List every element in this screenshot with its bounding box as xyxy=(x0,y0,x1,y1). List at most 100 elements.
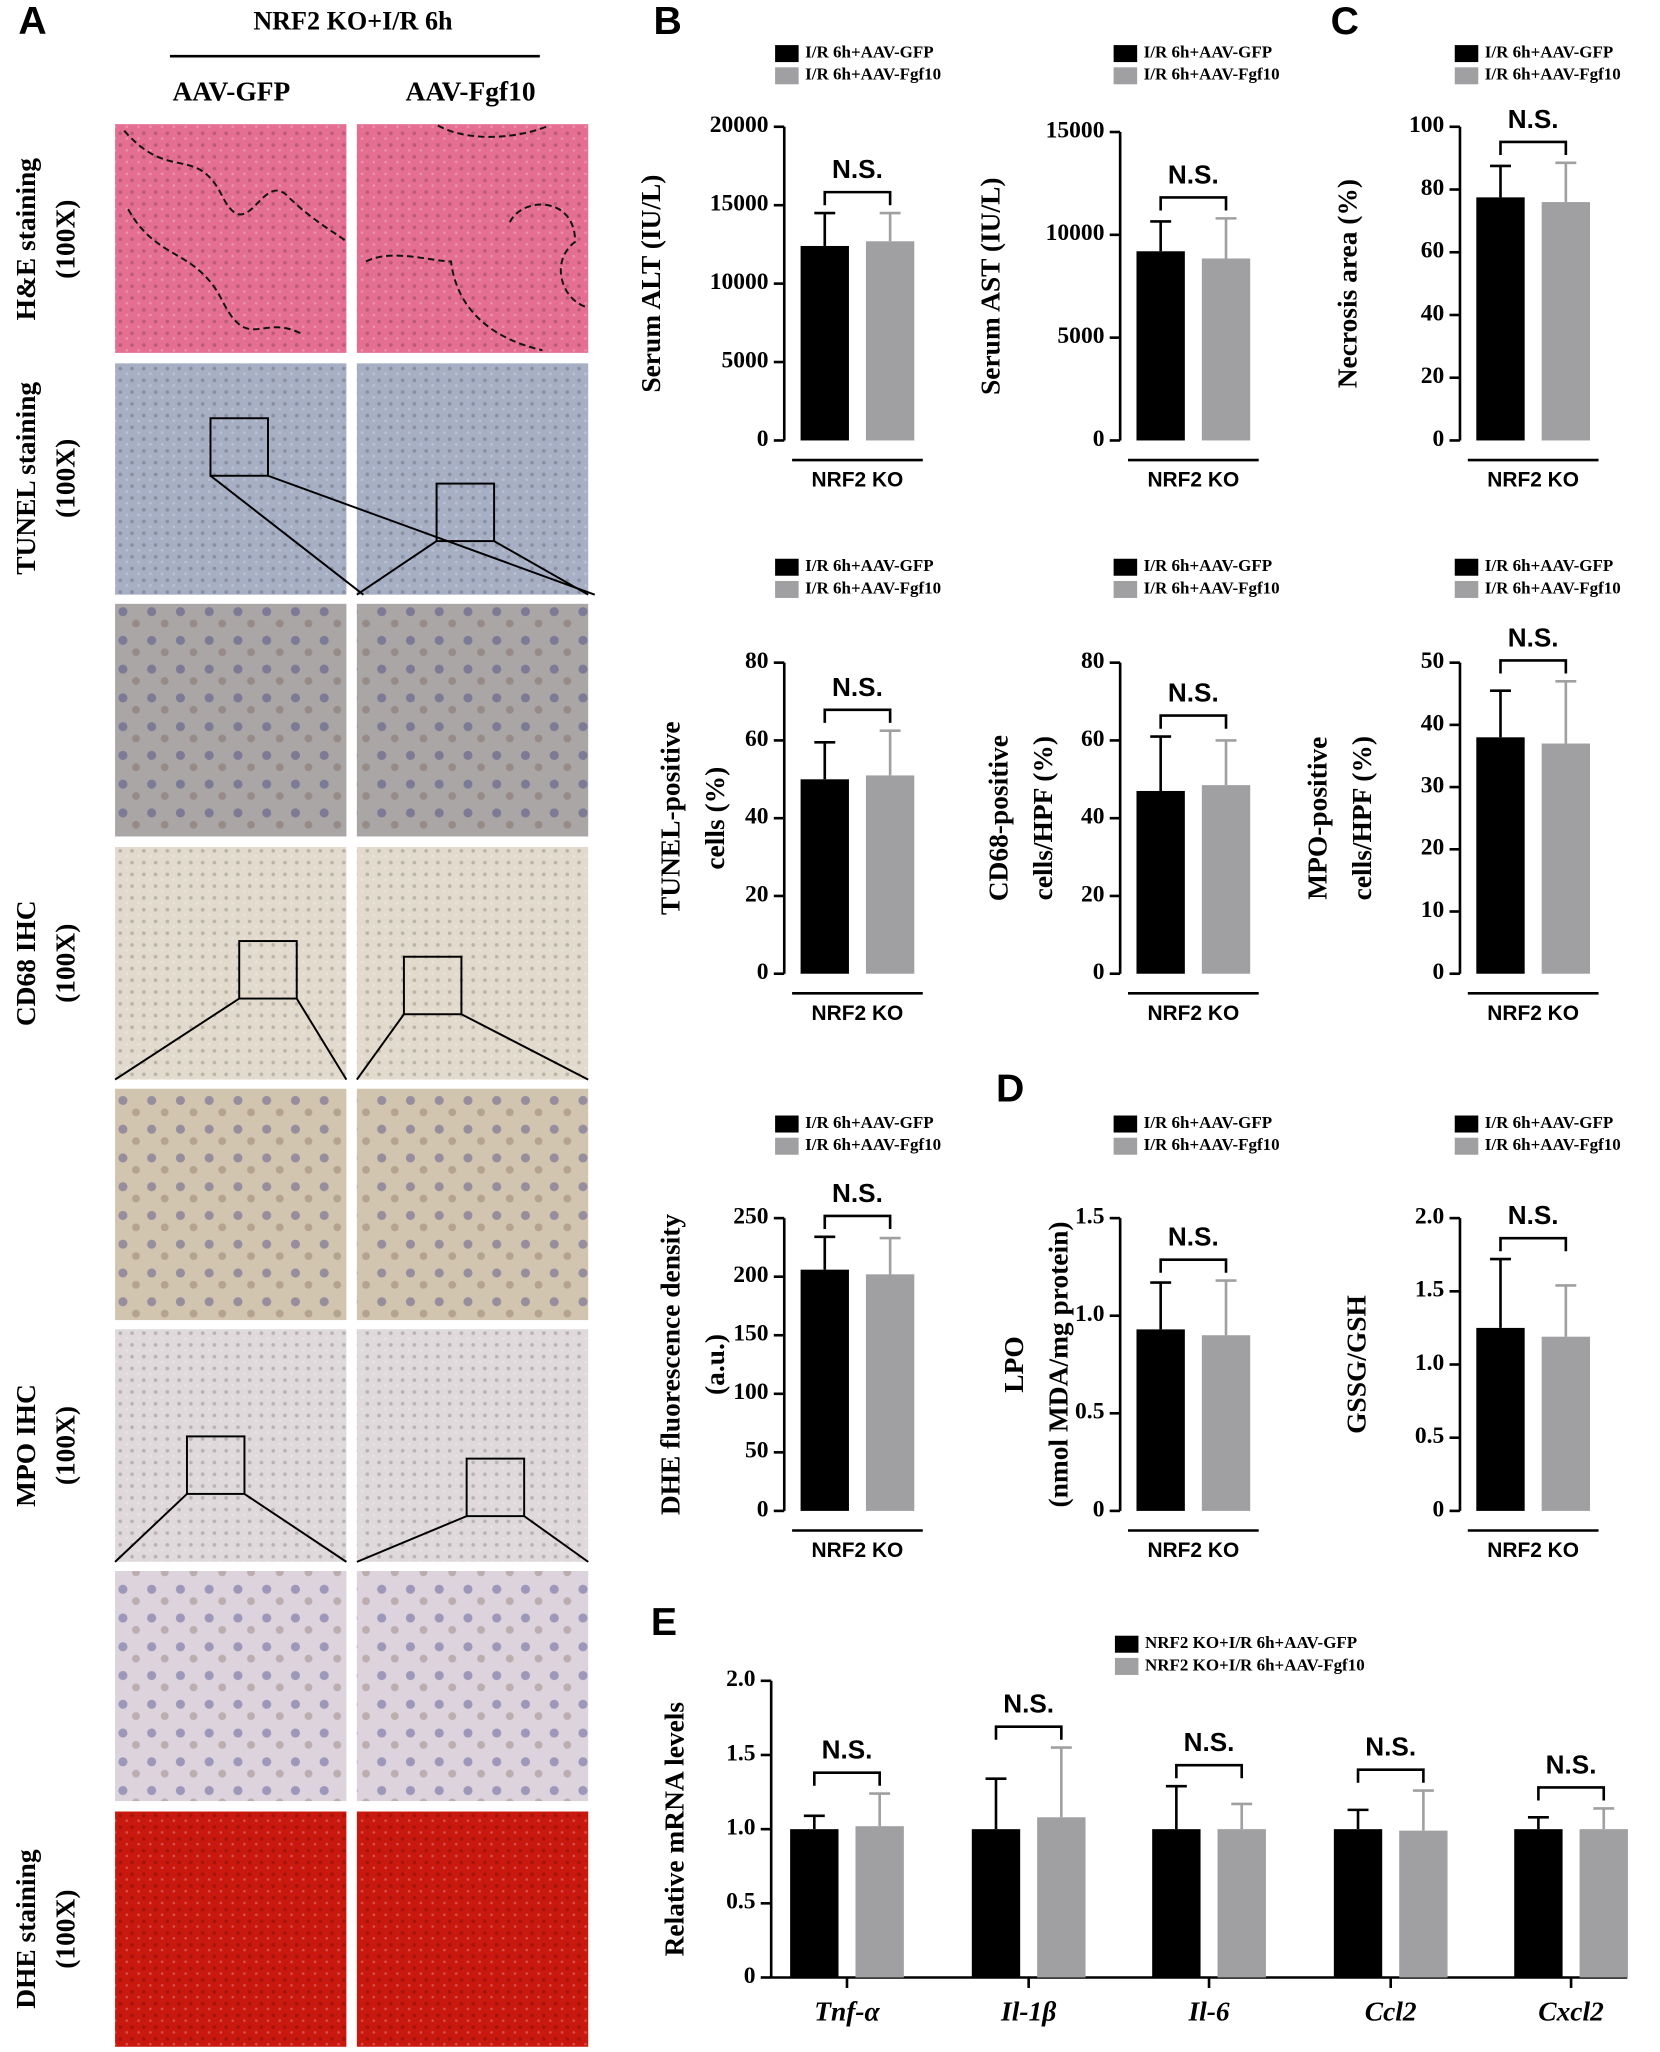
y-tick-label: 0 xyxy=(1433,959,1445,985)
error-bar xyxy=(814,1235,836,1270)
error-bar xyxy=(1555,680,1577,744)
error-bar xyxy=(1050,1746,1072,1818)
legend-swatch xyxy=(1113,1115,1138,1133)
panel-letter: D xyxy=(996,1068,1024,1111)
error-bar xyxy=(1150,220,1172,252)
x-tick-label: NRF2 KO xyxy=(812,1002,904,1025)
legend-swatch xyxy=(775,45,799,63)
y-tick-label: 1.5 xyxy=(726,1740,755,1766)
significance-bracket xyxy=(1499,1236,1568,1252)
y-tick-label: 1.5 xyxy=(1415,1277,1444,1303)
y-tick-label: 5000 xyxy=(722,347,769,373)
y-tick-label: 20 xyxy=(1081,881,1105,907)
micrograph-texture xyxy=(356,1811,589,2047)
y-axis-label: Relative mRNA levels xyxy=(659,1702,689,1957)
legend-label: I/R 6h+AAV-Fgf10 xyxy=(805,65,941,84)
y-tick-label: 20 xyxy=(745,881,769,907)
zoom-line xyxy=(356,1013,405,1081)
micrograph-texture xyxy=(115,846,347,1080)
error-bar xyxy=(1490,164,1511,198)
significance-label: N.S. xyxy=(1168,1222,1219,1252)
zoom-box xyxy=(185,1435,246,1495)
error-bar xyxy=(1490,689,1511,738)
y-tick-label: 5000 xyxy=(1057,323,1104,349)
bar xyxy=(1217,1829,1266,1978)
zoom-line xyxy=(460,1013,589,1081)
y-axis-label: (a.u.) xyxy=(700,1334,730,1395)
bar xyxy=(800,245,849,441)
chart: 0 0.5 1.0 1.5 LPO (nmol MDA/mg protein) I/R 6h… xyxy=(999,1113,1279,1562)
panel-letter: B xyxy=(654,0,682,43)
significance-bracket xyxy=(813,1771,881,1786)
legend-label: I/R 6h+AAV-Fgf10 xyxy=(805,1135,941,1154)
x-tick-label: NRF2 KO xyxy=(1147,1002,1239,1025)
y-axis-label: GSSG/GSH xyxy=(1342,1295,1372,1434)
legend-label: I/R 6h+AAV-GFP xyxy=(1485,1113,1613,1132)
significance-bracket xyxy=(1159,1258,1228,1273)
micrograph-texture xyxy=(115,1811,347,2047)
y-tick-label: 15000 xyxy=(710,191,769,217)
y-tick-label: 40 xyxy=(1081,804,1105,830)
zoom-line xyxy=(267,474,596,596)
bar xyxy=(1476,1327,1525,1511)
y-tick-label: 10000 xyxy=(710,269,769,295)
x-tick-label: NRF2 KO xyxy=(812,469,904,492)
y-tick-label: 15000 xyxy=(1046,117,1105,143)
y-tick-label: 40 xyxy=(1421,710,1445,736)
significance-bracket xyxy=(1356,1768,1425,1783)
y-tick-label: 80 xyxy=(1081,648,1105,674)
significance-bracket xyxy=(1159,714,1228,729)
error-bar xyxy=(1527,1815,1549,1830)
bar xyxy=(1476,737,1525,974)
y-tick-label: 80 xyxy=(745,648,769,674)
column-header: AAV-GFP xyxy=(172,76,290,106)
y-tick-label: 1.0 xyxy=(726,1815,755,1841)
x-tick-label: NRF2 KO xyxy=(1487,469,1579,492)
y-axis-label: CD68-positive xyxy=(984,735,1014,901)
row-label-sub: (100X) xyxy=(50,1890,80,1969)
legend-swatch xyxy=(1114,1657,1139,1675)
significance-bracket xyxy=(1499,140,1568,156)
x-tick-label: Tnf-α xyxy=(814,1996,880,2026)
legend-swatch xyxy=(775,1115,799,1133)
row-label-sub: (100X) xyxy=(50,924,80,1003)
legend-swatch xyxy=(1113,45,1138,63)
legend-swatch xyxy=(1113,558,1138,576)
legend-label: NRF2 KO+I/R 6h+AAV-GFP xyxy=(1145,1633,1357,1652)
zoom-line xyxy=(493,540,589,596)
micrograph-texture xyxy=(356,363,589,595)
significance-label: N.S. xyxy=(1168,678,1219,708)
bar xyxy=(1136,251,1185,441)
y-tick-label: 10000 xyxy=(1046,220,1105,246)
bar xyxy=(865,241,915,441)
zoom-box xyxy=(402,955,463,1016)
significance-label: N.S. xyxy=(1168,159,1219,189)
y-axis-label: Serum AST (IU/L) xyxy=(976,177,1006,395)
zoom-line xyxy=(209,474,365,596)
y-axis-label: MPO-positive xyxy=(1302,737,1332,900)
significance-bracket xyxy=(1537,1786,1606,1801)
y-tick-label: 100 xyxy=(733,1379,768,1405)
bar xyxy=(1201,258,1251,441)
legend-swatch xyxy=(775,580,799,598)
x-tick-label: Ccl2 xyxy=(1365,1996,1417,2026)
y-tick-label: 50 xyxy=(745,1438,769,1464)
y-tick-label: 0 xyxy=(757,1496,769,1522)
y-tick-label: 1.5 xyxy=(1075,1204,1104,1230)
y-axis-label: DHE fluorescence density xyxy=(655,1214,685,1516)
y-axis-label: Necrosis area (%) xyxy=(1332,179,1362,388)
bar xyxy=(800,779,849,974)
error-bar xyxy=(1555,161,1577,203)
bar xyxy=(1201,1335,1251,1511)
bar xyxy=(1333,1829,1383,1978)
zoom-line xyxy=(356,1515,468,1563)
zoom-box xyxy=(435,482,496,543)
error-bar xyxy=(1347,1808,1369,1830)
legend-swatch xyxy=(1114,1635,1139,1653)
y-tick-label: 250 xyxy=(733,1204,768,1230)
micrograph-texture xyxy=(115,603,347,837)
bar xyxy=(865,775,915,974)
x-tick-label: NRF2 KO xyxy=(1487,1002,1579,1025)
significance-bracket xyxy=(994,1725,1063,1740)
y-tick-label: 2.0 xyxy=(1415,1204,1444,1230)
